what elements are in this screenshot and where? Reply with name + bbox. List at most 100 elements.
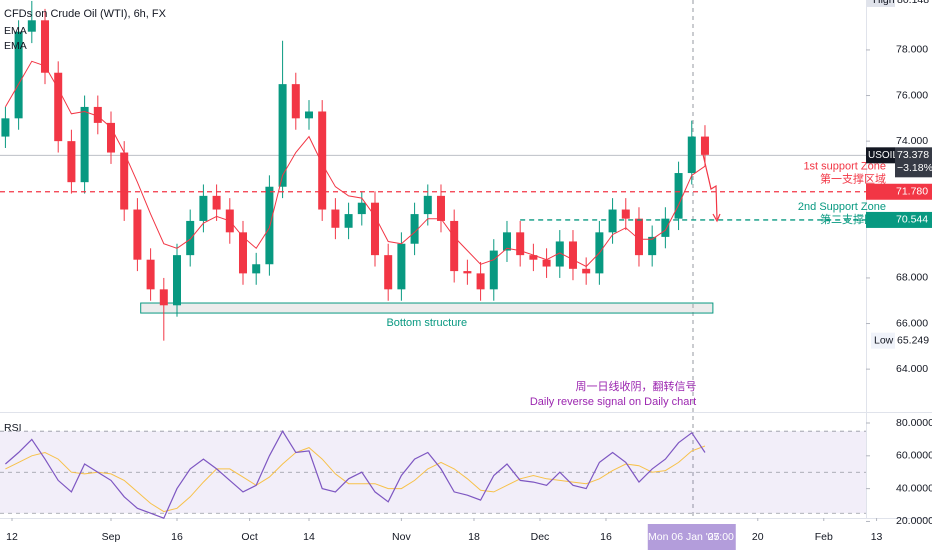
forecast-arrow bbox=[701, 149, 718, 220]
high-box bbox=[867, 0, 895, 7]
candle-body bbox=[120, 152, 129, 210]
candle-body bbox=[265, 186, 274, 265]
crosshair-time: 07:00 bbox=[708, 531, 734, 543]
x-tick-label: 12 bbox=[6, 531, 18, 543]
symbol-label: USOIL bbox=[868, 150, 898, 161]
candle-body bbox=[502, 232, 511, 251]
candle-body bbox=[344, 214, 353, 228]
candle-body bbox=[93, 106, 102, 123]
y-tick-label: 74.000 bbox=[896, 135, 928, 147]
candle-body bbox=[436, 195, 445, 221]
candle-body bbox=[450, 220, 459, 272]
x-tick-label: 13 bbox=[871, 531, 883, 543]
candle-body bbox=[304, 111, 313, 119]
y-tick-label: 66.000 bbox=[896, 317, 928, 329]
plot bbox=[0, 0, 878, 522]
candle-body bbox=[318, 111, 327, 210]
candle-body bbox=[674, 173, 683, 219]
bottom-zone bbox=[140, 302, 714, 314]
candle-body bbox=[687, 136, 696, 174]
rsi-tick-label: 40.0000 bbox=[896, 482, 932, 494]
candle-body bbox=[41, 20, 50, 73]
zone-label: Bottom structure bbox=[386, 317, 467, 329]
low-label: Low bbox=[874, 334, 894, 346]
rsi-tick-label: 60.0000 bbox=[896, 450, 932, 462]
candle-body bbox=[370, 202, 379, 256]
low-box bbox=[871, 332, 895, 349]
x-tick-label: 18 bbox=[468, 531, 480, 543]
candle-body bbox=[67, 141, 76, 183]
low-value: 65.249 bbox=[897, 334, 929, 346]
price-label: 71.780 bbox=[896, 186, 928, 198]
level-name: 1st support Zone bbox=[803, 161, 886, 173]
candle-body bbox=[173, 255, 182, 306]
candle-body bbox=[146, 259, 155, 290]
candle-body bbox=[278, 84, 287, 187]
crosshair-label-box bbox=[647, 524, 736, 550]
y-tick-label: 76.000 bbox=[896, 89, 928, 101]
high-value: 80.148 bbox=[897, 0, 929, 6]
candle-body bbox=[529, 255, 538, 260]
candle-body bbox=[542, 259, 551, 267]
candle-body bbox=[14, 31, 23, 119]
x-tick-label: 20 bbox=[752, 531, 764, 543]
rsi-label: RSI bbox=[4, 422, 22, 434]
candle-body bbox=[331, 209, 340, 228]
rsi-line bbox=[5, 430, 706, 519]
indicator-label: EMA bbox=[4, 25, 27, 37]
level-subtitle: 第一支撑区域 bbox=[820, 172, 886, 186]
candle-body bbox=[634, 218, 643, 256]
rsi-tick-label: 20.0000 bbox=[896, 515, 932, 527]
arrow-head bbox=[712, 213, 721, 223]
level-subtitle: 第二支撑区域 bbox=[820, 212, 886, 226]
x-tick-label: Feb bbox=[815, 531, 833, 543]
candle-body bbox=[212, 195, 221, 210]
candle-body bbox=[1, 118, 10, 137]
candle-body bbox=[555, 241, 564, 267]
symbol-box bbox=[866, 147, 895, 164]
x-tick-label: Nov bbox=[392, 531, 411, 543]
last-price-box bbox=[895, 147, 932, 178]
level-name: 2nd Support Zone bbox=[798, 201, 886, 213]
candle-body bbox=[252, 264, 261, 274]
rsi-tick-label: 80.0000 bbox=[896, 417, 932, 429]
candle-body bbox=[489, 250, 498, 290]
high-label: High bbox=[873, 0, 895, 6]
x-tick-label: Dec bbox=[531, 531, 550, 543]
x-tick-label: Sep bbox=[102, 531, 121, 543]
x-tick-label: Oct bbox=[241, 531, 257, 543]
ema-line bbox=[4, 60, 706, 268]
candle-body bbox=[384, 255, 393, 290]
candle-body bbox=[516, 232, 525, 256]
candle-body bbox=[608, 209, 617, 233]
candle-body bbox=[291, 84, 300, 119]
candle-body bbox=[159, 289, 168, 306]
candle-body bbox=[661, 218, 670, 237]
candle-body bbox=[700, 136, 709, 155]
candle-body bbox=[80, 106, 89, 183]
rsi-ma-line bbox=[5, 445, 706, 513]
candle-body bbox=[582, 268, 591, 274]
candle-body bbox=[27, 20, 36, 32]
candle-body bbox=[476, 273, 485, 290]
last-price: 73.378 bbox=[897, 149, 929, 161]
candle-body bbox=[186, 220, 195, 256]
candle-body bbox=[423, 195, 432, 215]
note: Daily reverse signal on Daily chart bbox=[530, 396, 696, 408]
price-label-box bbox=[866, 183, 932, 200]
x-tick-label: 16 bbox=[600, 531, 612, 543]
y-tick-label: 64.000 bbox=[896, 363, 928, 375]
price-label: 70.544 bbox=[896, 214, 928, 226]
note: 周一日线收阴，翻转信号 bbox=[576, 379, 697, 393]
crosshair-date: Mon 06 Jan '25 bbox=[648, 531, 720, 543]
y-tick-label: 68.000 bbox=[896, 272, 928, 284]
x-tick-label: 14 bbox=[303, 531, 315, 543]
candle-body bbox=[410, 214, 419, 244]
chart-title: CFDs on Crude Oil (WTI), 6h, FX bbox=[4, 8, 167, 20]
last-change: −3.18% bbox=[897, 162, 932, 174]
candle-body bbox=[107, 122, 116, 153]
candle-body bbox=[199, 195, 208, 221]
price-label-box bbox=[866, 211, 932, 228]
